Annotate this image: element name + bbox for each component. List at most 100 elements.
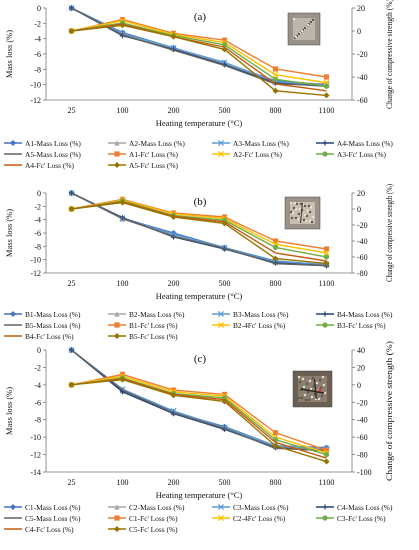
y-tick-label: -2 xyxy=(34,363,41,372)
legend-label: B5-Fc' Loss (%) xyxy=(129,332,178,341)
x-tick-label: 25 xyxy=(68,106,76,115)
panel-label: (a) xyxy=(194,11,207,23)
legend-symbol-marker xyxy=(9,139,17,147)
data-point xyxy=(272,238,279,244)
series-line xyxy=(71,24,327,97)
x-tick-label: 100 xyxy=(117,279,129,288)
data-point xyxy=(323,254,330,260)
legend-label: B4-Mass Loss (%) xyxy=(337,310,393,319)
y-tick-label: -8 xyxy=(34,242,41,251)
specimen-texture-dot xyxy=(296,217,300,221)
y2-tick-label: -80 xyxy=(357,451,368,460)
data-point xyxy=(170,213,177,221)
y-tick-label: -2 xyxy=(34,19,41,28)
series-line xyxy=(71,7,327,87)
y-tick-label: -6 xyxy=(34,229,41,238)
specimen-texture-dot xyxy=(305,214,309,218)
red-arrow-icon xyxy=(317,387,323,392)
panel-label: (b) xyxy=(194,196,207,208)
specimen-texture-dot xyxy=(303,204,307,208)
specimen-texture-dot xyxy=(305,382,309,386)
specimen-texture-dot xyxy=(307,398,311,402)
legend-symbol-marker xyxy=(113,525,121,533)
y2-tick-label: -40 xyxy=(357,237,368,246)
specimen-texture-dot xyxy=(310,395,314,399)
y-tick-label: 0 xyxy=(37,346,41,355)
legend-label: B3-Mass Loss (%) xyxy=(233,310,289,319)
y-tick-label: -4 xyxy=(34,35,41,44)
legend-label: A1-Mass Loss (%) xyxy=(25,139,81,148)
data-point xyxy=(272,430,279,436)
legend-symbol-marker xyxy=(322,140,328,146)
specimen-texture-dot xyxy=(308,210,312,214)
legend-symbol-marker xyxy=(322,504,328,510)
data-point xyxy=(272,255,279,262)
specimen-texture-dot xyxy=(302,218,306,222)
legend-label: B4-Fc' Loss (%) xyxy=(25,332,74,341)
legend-label: A2-Mass Loss (%) xyxy=(129,139,185,148)
series-line xyxy=(71,375,327,454)
legend-symbol-marker xyxy=(114,504,120,510)
chart-panel: 0-2-4-6-8-10-12-1440200-20-40-60-80-1002… xyxy=(4,341,394,534)
legend-label: B2-Mass Loss (%) xyxy=(129,310,185,319)
data-point xyxy=(323,249,330,257)
legend-label: C2-4Fc' Loss (%) xyxy=(233,514,286,523)
y-tick-label: -6 xyxy=(34,398,41,407)
x-tick-label: 200 xyxy=(168,279,180,288)
y-axis-title: Mass loss (%) xyxy=(4,209,14,257)
data-point xyxy=(119,199,126,206)
specimen-texture-dot xyxy=(309,20,313,24)
y-tick-label: 0 xyxy=(37,4,41,13)
x-tick-label: 100 xyxy=(117,106,129,115)
data-point xyxy=(68,27,75,35)
x-tick-label: 500 xyxy=(219,279,231,288)
x-tick-label: 500 xyxy=(219,106,231,115)
y-tick-label: -8 xyxy=(34,65,41,74)
specimen-texture-dot xyxy=(289,210,293,214)
specimen-texture-dot xyxy=(297,212,301,216)
legend: B1-Mass Loss (%) B2-Mass Loss (%) B3-Mass … xyxy=(4,310,393,341)
legend-label: B1-Mass Loss (%) xyxy=(25,310,81,319)
y-tick-label: -2 xyxy=(34,202,41,211)
y-tick-label: -10 xyxy=(30,81,41,90)
specimen-texture-dot xyxy=(304,219,308,223)
y-tick-label: -6 xyxy=(34,50,41,59)
legend-label: B1-Fc' Loss (%) xyxy=(129,321,178,330)
specimen-texture-dot xyxy=(289,201,293,205)
specimen-texture-dot xyxy=(306,390,310,394)
legend-symbol-marker xyxy=(217,139,225,147)
legend-symbol-marker xyxy=(114,151,120,157)
data-point xyxy=(170,392,177,399)
y2-tick-label: -60 xyxy=(357,96,368,105)
legend-label: C2-Mass Loss (%) xyxy=(129,503,185,512)
y2-tick-label: 0 xyxy=(357,381,361,390)
data-point xyxy=(119,16,126,23)
specimen-texture-dot xyxy=(308,379,312,383)
series-line xyxy=(71,18,327,78)
legend-label: A3-Fc' Loss (%) xyxy=(337,150,386,159)
legend-label: C3-Mass Loss (%) xyxy=(233,503,289,512)
data-point xyxy=(323,74,330,80)
specimen-texture-dot xyxy=(310,220,314,224)
series-line xyxy=(71,378,327,463)
legend-label: B3-Fc' Loss (%) xyxy=(337,321,386,330)
series-line xyxy=(71,7,327,86)
x-tick-label: 1100 xyxy=(319,478,335,487)
data-point xyxy=(221,46,228,53)
legend-symbol-marker xyxy=(322,311,328,317)
series-line xyxy=(71,378,327,459)
y-tick-label: 0 xyxy=(37,189,41,198)
y-axis-title: Mass loss (%) xyxy=(4,30,14,78)
data-point xyxy=(68,381,75,388)
specimen-texture-dot xyxy=(300,29,304,33)
y2-tick-label: 20 xyxy=(357,4,365,13)
specimen-texture-dot xyxy=(298,207,302,211)
y2-tick-label: -20 xyxy=(357,50,368,59)
legend-symbol-marker xyxy=(322,322,328,328)
specimen-texture-dot xyxy=(301,377,305,381)
x-axis-title: Heating temperature (°C) xyxy=(156,291,243,301)
legend-label: B2-4Fc' Loss (%) xyxy=(233,321,286,330)
x-tick-label: 25 xyxy=(68,279,76,288)
data-point xyxy=(221,398,228,405)
